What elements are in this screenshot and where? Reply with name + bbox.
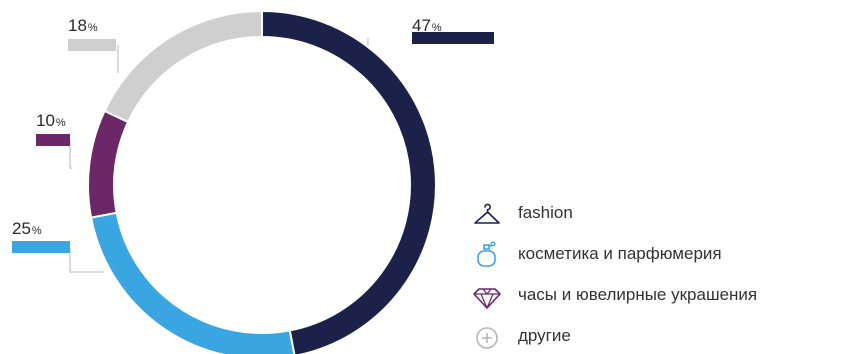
legend-label: косметика и парфюмерия	[518, 244, 722, 263]
label-color-bar	[36, 134, 70, 146]
data-label-cosmetics: 25%	[12, 219, 42, 238]
donut-slice-jewelry	[87, 109, 130, 219]
label-leader-line	[69, 247, 104, 273]
legend-item-cosmetics: косметика и парфюмерия	[470, 237, 860, 271]
diamond-icon	[473, 288, 501, 309]
legend-item-fashion: fashion	[470, 196, 860, 230]
label-leader-line	[69, 140, 72, 169]
legend-label: часы и ювелирные украшения	[518, 285, 758, 304]
plus-circle-icon	[476, 327, 498, 349]
donut-slice-cosmetics	[89, 211, 296, 354]
donut-slice-fashion	[261, 9, 437, 354]
data-label-jewelry: 10%	[36, 111, 66, 130]
hanger-icon	[474, 203, 500, 224]
legend-item-other: другие	[470, 319, 860, 353]
perfume-bottle-icon	[477, 241, 496, 267]
label-color-bar	[12, 241, 70, 253]
data-label-fashion: 47%	[412, 16, 442, 35]
legend-label: другие	[518, 326, 571, 345]
legend-label: fashion	[518, 203, 573, 222]
chart-legend: fashion косметика и парфюмерия часы и юв…	[470, 196, 860, 353]
donut-slice-other	[103, 9, 263, 124]
data-label-other: 18%	[68, 16, 98, 35]
label-color-bar	[68, 39, 116, 51]
label-color-bar	[412, 32, 494, 44]
legend-item-jewelry: часы и ювелирные украшения	[470, 278, 860, 312]
